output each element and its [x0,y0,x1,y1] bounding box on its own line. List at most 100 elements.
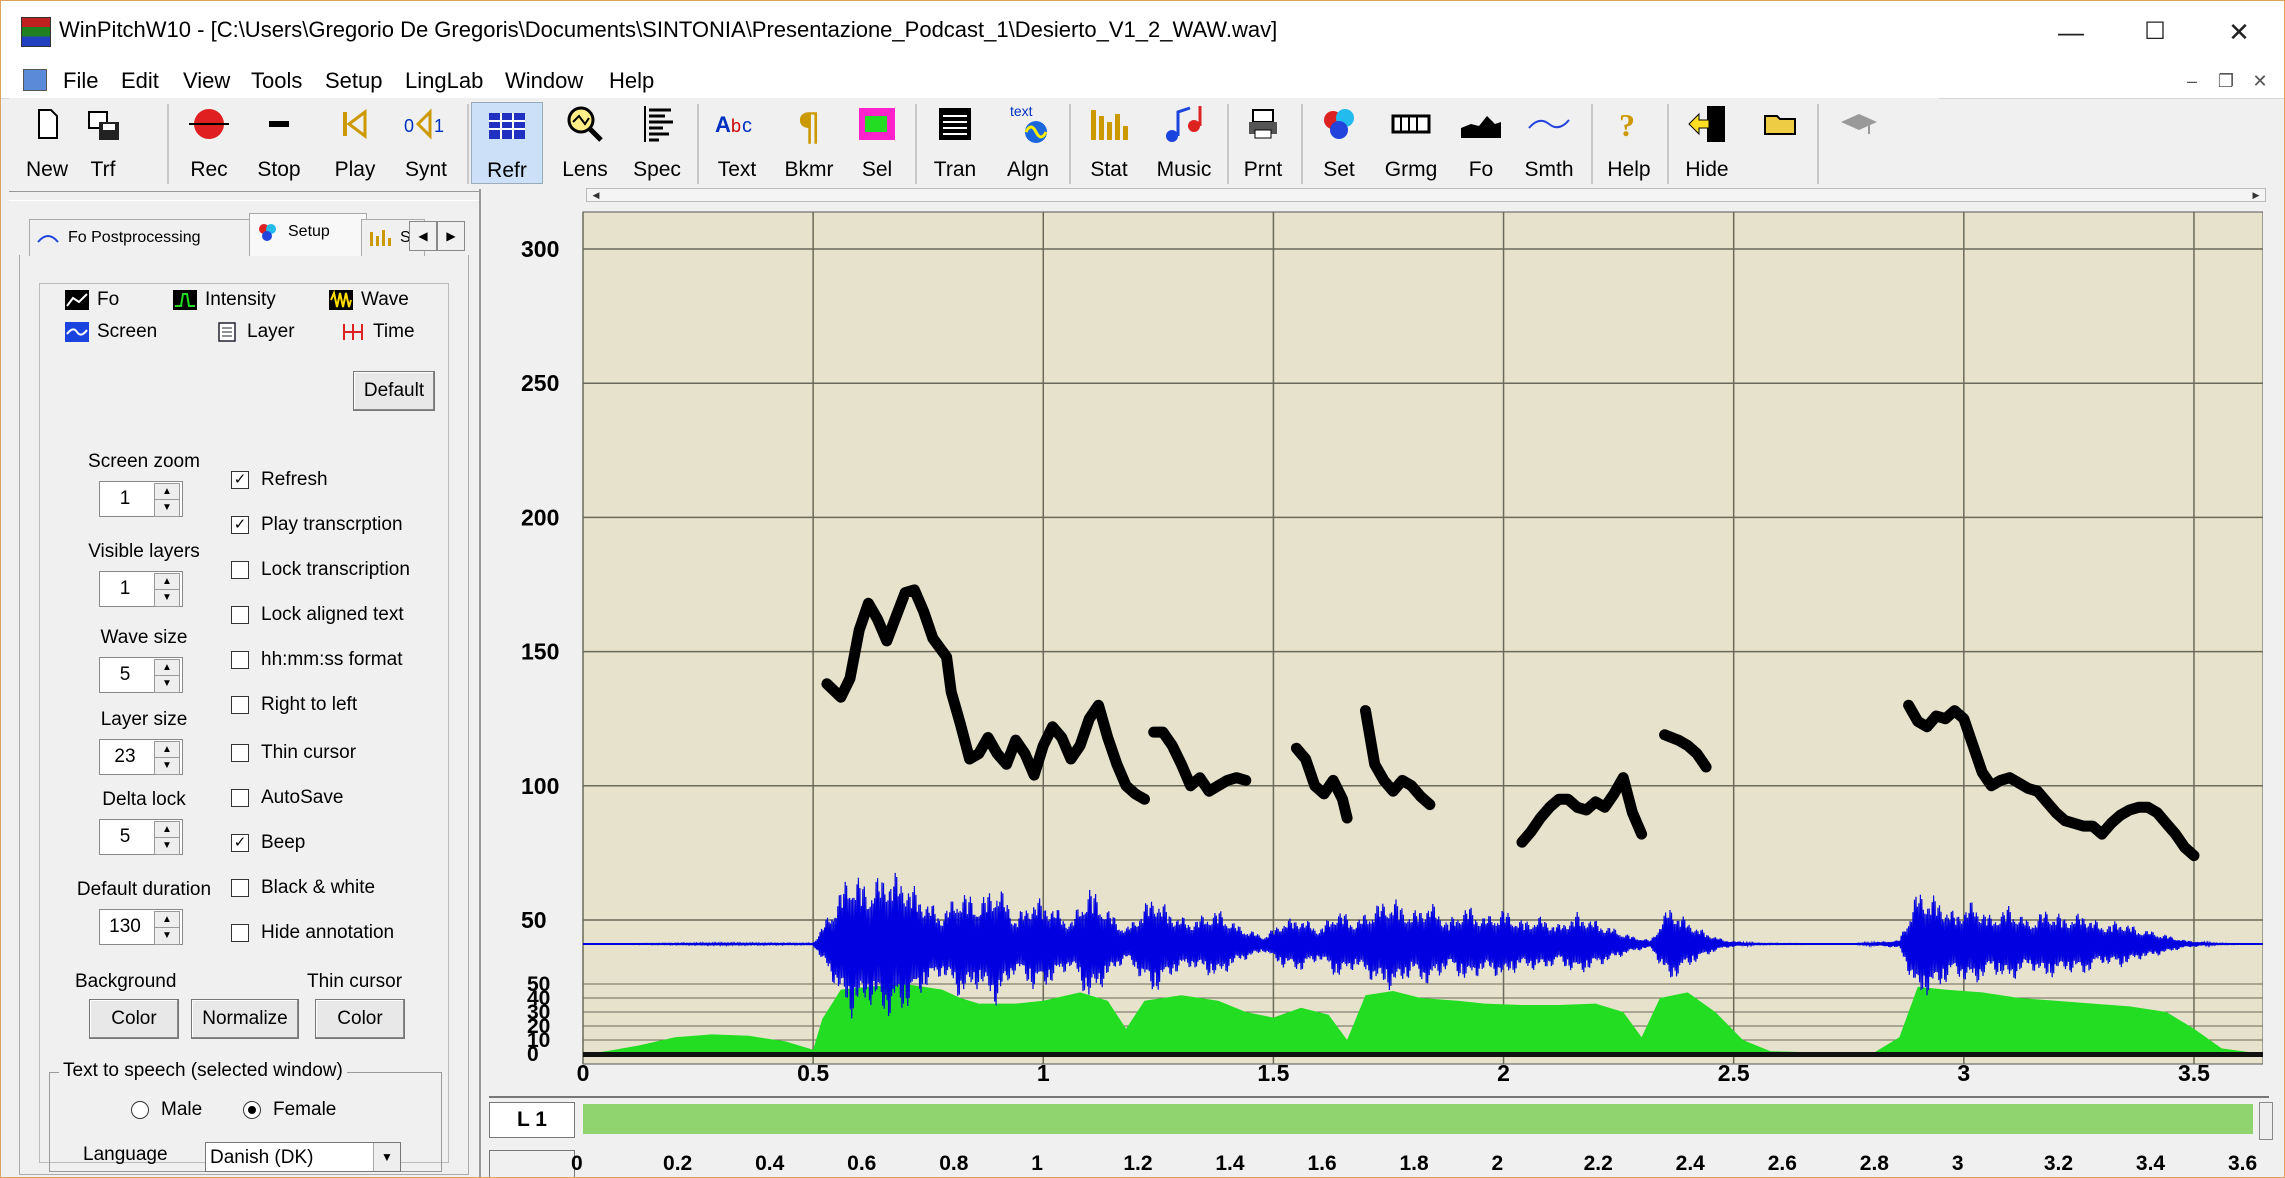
thin-cursor-checkbox[interactable]: Thin cursor [231,742,356,770]
checkbox-box[interactable]: ✓ [231,515,249,534]
checkbox-box[interactable] [231,923,249,942]
checkbox-box[interactable] [231,743,249,762]
tran-button[interactable]: Tran [923,102,987,184]
rec-button[interactable]: Rec [179,102,239,184]
checkbox-box[interactable]: ✓ [231,470,249,489]
play-button[interactable]: Play [325,102,385,184]
spec-button[interactable]: Spec [625,102,689,184]
spin-down-icon[interactable]: ▼ [154,499,180,517]
radio-dot[interactable] [131,1100,149,1119]
minimize-icon[interactable]: — [2058,17,2084,47]
close-icon[interactable]: ✕ [2228,17,2250,47]
tab-fo-postprocessing[interactable]: Fo Postprocessing [29,219,257,256]
language-select[interactable]: Danish (DK) ▼ [205,1142,401,1172]
prnt-button[interactable]: Prnt [1233,102,1293,184]
sel-button[interactable]: Sel [847,102,907,184]
menu-window[interactable]: Window [505,68,584,93]
menu-edit[interactable]: Edit [121,68,159,93]
layer-scrollbar[interactable] [2259,1102,2273,1140]
hide-annotation-checkbox[interactable]: Hide annotation [231,922,394,950]
algn-button[interactable]: text Algn [1006,103,1050,181]
maximize-icon[interactable]: ☐ [2144,18,2166,45]
play-transcription-checkbox[interactable]: ✓ Play transcrption [231,514,403,542]
screen-zoom-spinner[interactable]: 1 ▲ ▼ [99,481,183,517]
normalize-button[interactable]: Normalize [191,999,299,1039]
checkbox-box[interactable] [231,695,249,714]
stop-button[interactable]: Stop [249,102,309,184]
subtab-wave[interactable]: Wave [329,285,409,315]
spin-down-icon[interactable]: ▼ [154,927,180,945]
hat-button[interactable] [1827,102,1891,184]
trf-button[interactable]: Trf [75,102,131,184]
right-to-left-checkbox[interactable]: Right to left [231,694,357,722]
hhmmss-format-checkbox[interactable]: hh:mm:ss format [231,649,402,677]
mdi-minimize-icon[interactable]: – [2186,71,2197,91]
dropdown-arrow-icon[interactable]: ▼ [373,1143,400,1171]
default-duration-spinner[interactable]: 130 ▲ ▼ [99,909,183,945]
grmg-button[interactable]: Grmg [1379,102,1443,184]
checkbox-box[interactable] [231,560,249,579]
smth-button[interactable]: Smth [1517,102,1581,184]
female-radio[interactable]: Female [243,1099,336,1121]
music-button[interactable]: Music [1149,102,1219,184]
menu-tools[interactable]: Tools [251,68,303,93]
subtab-layer[interactable]: Layer [215,317,295,347]
fo-button[interactable]: Fo [1453,102,1509,184]
refresh-checkbox[interactable]: ✓ Refresh [231,469,328,497]
lock-aligned-text-checkbox[interactable]: Lock aligned text [231,604,404,632]
background-color-button[interactable]: Color [89,999,179,1039]
help-button[interactable]: ? Help [1599,102,1659,184]
thin-cursor-color-button[interactable]: Color [315,999,405,1039]
layer-bar[interactable] [583,1104,2253,1134]
lock-transcription-checkbox[interactable]: Lock transcription [231,559,410,587]
checkbox-box[interactable] [231,878,249,897]
tab-scroll-left-icon[interactable]: ◀ [409,221,437,251]
delta-lock-spinner[interactable]: 5 ▲ ▼ [99,819,183,855]
checkbox-box[interactable] [231,605,249,624]
layer-label[interactable]: L 1 [489,1102,575,1138]
mdi-close-icon[interactable]: ✕ [2252,71,2268,91]
bkmr-button[interactable]: ¶ Bkmr [779,102,839,184]
radio-dot[interactable] [243,1100,261,1119]
open-button[interactable] [1753,102,1809,184]
default-button[interactable]: Default [353,371,435,411]
new-button[interactable]: New [19,102,75,184]
menu-help[interactable]: Help [609,68,655,93]
menu-view[interactable]: View [183,68,231,93]
checkbox-box[interactable] [231,788,249,807]
spin-down-icon[interactable]: ▼ [154,757,180,775]
stat-button[interactable]: Stat [1077,102,1141,184]
menu-setup[interactable]: Setup [325,68,383,93]
subtab-fo[interactable]: Fo [65,285,119,315]
spin-down-icon[interactable]: ▼ [154,837,180,855]
app-icon[interactable] [21,17,51,47]
male-radio[interactable]: Male [131,1099,202,1121]
document-icon[interactable] [23,69,47,91]
beep-checkbox[interactable]: ✓ Beep [231,832,305,860]
subtab-screen[interactable]: Screen [65,317,157,347]
checkbox-box[interactable] [231,650,249,669]
lens-button[interactable]: Lens [555,102,615,184]
spin-up-icon[interactable]: ▲ [154,483,180,501]
horizontal-scrollbar[interactable]: ◀ ▶ [586,188,2266,202]
layer-size-spinner[interactable]: 23 ▲ ▼ [99,739,183,775]
menu-file[interactable]: File [63,68,99,93]
menu-linglab[interactable]: LingLab [405,68,484,93]
autosave-checkbox[interactable]: AutoSave [231,787,343,815]
black-white-checkbox[interactable]: Black & white [231,877,375,905]
visible-layers-spinner[interactable]: 1 ▲ ▼ [99,571,183,607]
subtab-intensity[interactable]: Intensity [173,285,276,315]
wave-size-spinner[interactable]: 5 ▲ ▼ [99,657,183,693]
scroll-left-icon[interactable]: ◀ [592,190,600,200]
scroll-right-icon[interactable]: ▶ [2252,190,2260,200]
spin-down-icon[interactable]: ▼ [154,589,180,607]
tab-setup[interactable]: Setup [249,213,367,256]
mdi-restore-icon[interactable]: ❐ [2217,71,2235,91]
spin-down-icon[interactable]: ▼ [154,675,180,693]
refr-button[interactable]: Refr [471,102,543,184]
hide-button[interactable]: Hide [1675,102,1739,184]
subtab-time[interactable]: Time [341,317,415,347]
